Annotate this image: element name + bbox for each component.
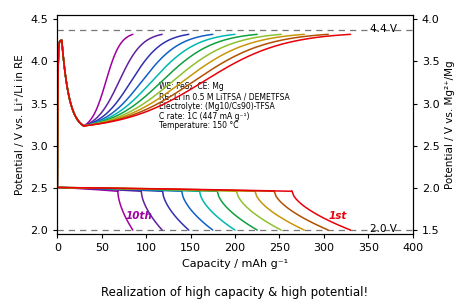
Text: Realization of high capacity & high potential!: Realization of high capacity & high pote…: [102, 286, 368, 299]
Text: C rate: 1C (447 mA g⁻¹): C rate: 1C (447 mA g⁻¹): [159, 111, 250, 120]
Text: Temperature: 150 °C: Temperature: 150 °C: [159, 121, 239, 130]
Text: WE: FeS₂  CE: Mg: WE: FeS₂ CE: Mg: [159, 82, 224, 92]
X-axis label: Capacity / mAh g⁻¹: Capacity / mAh g⁻¹: [182, 259, 288, 269]
Text: 4.4 V: 4.4 V: [370, 24, 397, 34]
Text: RE: Li in 0.5 M LiTFSA / DEMETFSA: RE: Li in 0.5 M LiTFSA / DEMETFSA: [159, 92, 290, 101]
Text: 2.0 V: 2.0 V: [370, 224, 397, 234]
Text: Electrolyte: (Mg10/Cs90)-TFSA: Electrolyte: (Mg10/Cs90)-TFSA: [159, 102, 275, 111]
Y-axis label: Potential / V vs. Li⁺/Li in RE: Potential / V vs. Li⁺/Li in RE: [15, 54, 25, 195]
Text: 1st: 1st: [328, 211, 347, 221]
Y-axis label: Potential / V vs. Mg²⁺/Mg: Potential / V vs. Mg²⁺/Mg: [445, 60, 455, 189]
Text: 10th: 10th: [125, 211, 152, 221]
